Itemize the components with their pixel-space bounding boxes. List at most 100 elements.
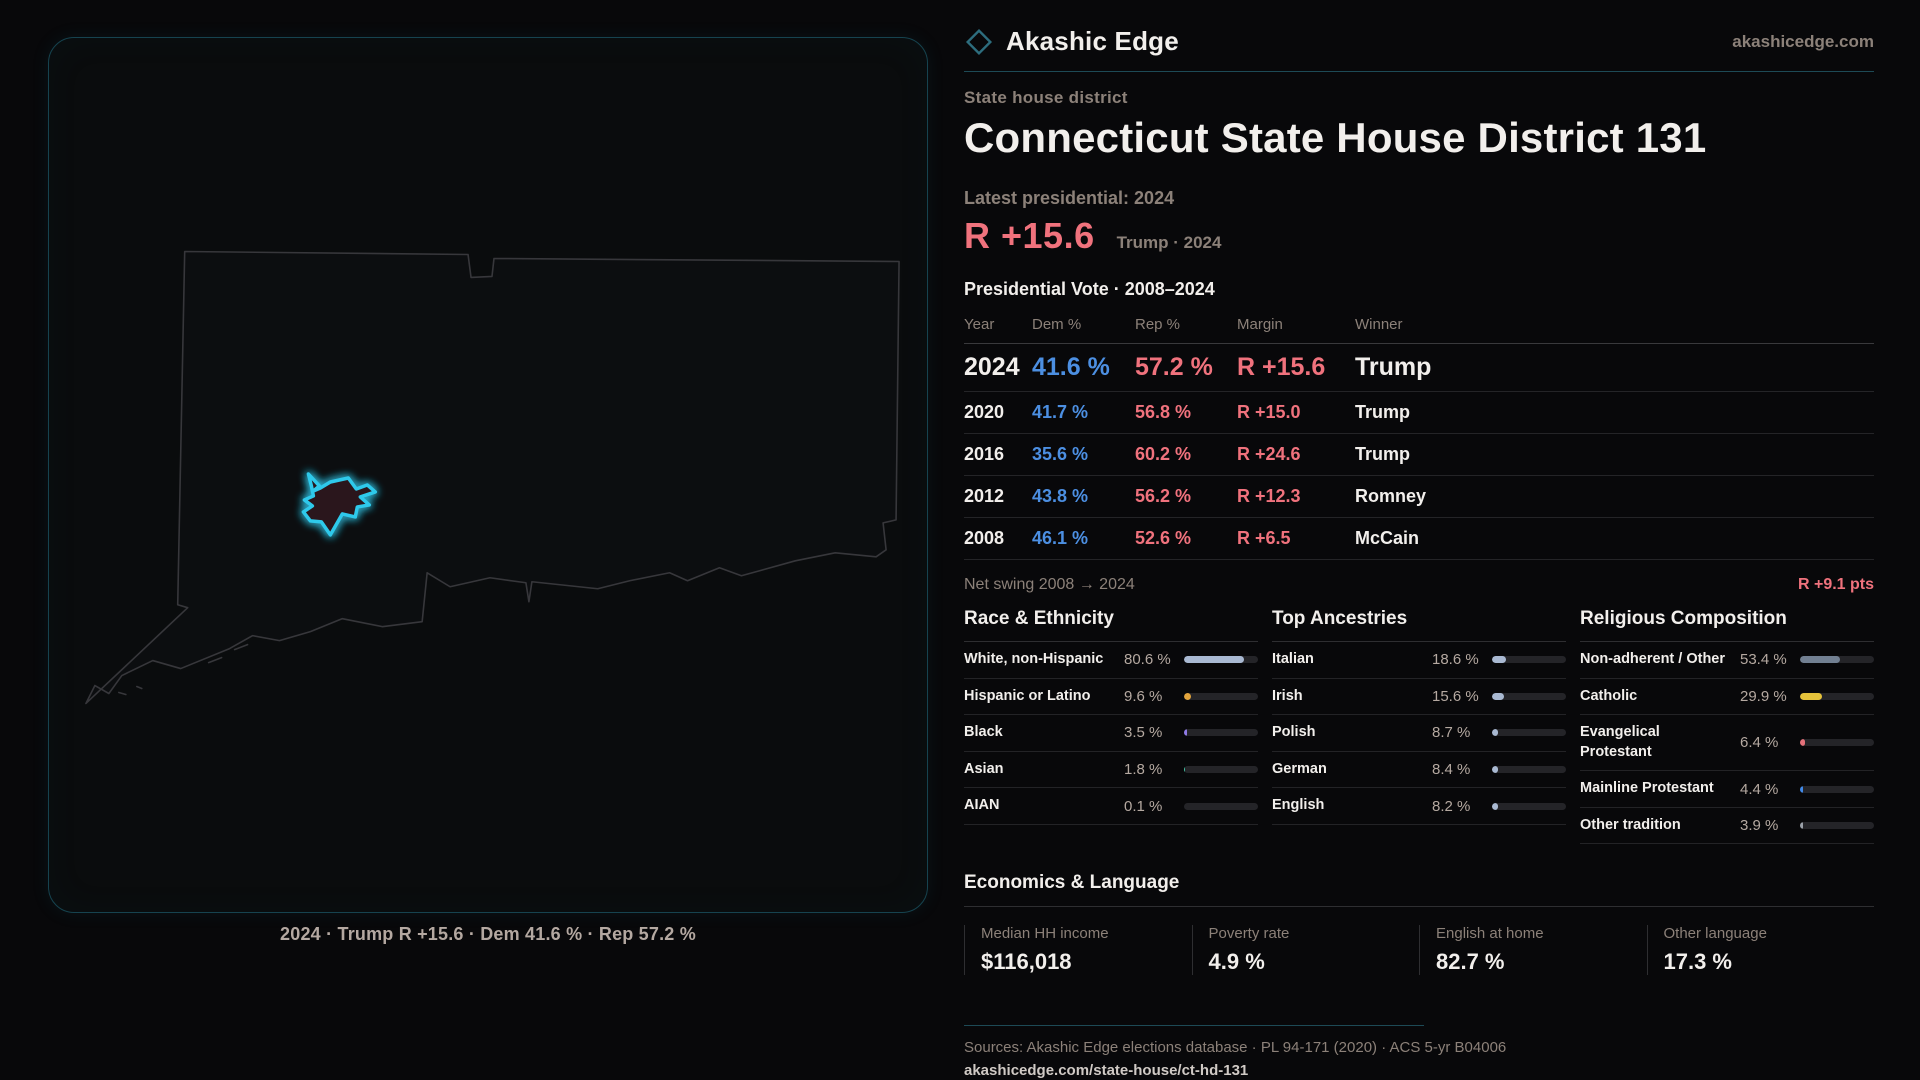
page-title: Connecticut State House District 131 — [964, 114, 1707, 161]
headline-margin-sub: Trump · 2024 — [1116, 233, 1222, 252]
eyebrow-label: State house district — [964, 88, 1128, 107]
demographics-grid: Race & Ethnicity White, non-Hispanic 80.… — [964, 608, 1874, 845]
demo-label: Evangelical Protestant — [1580, 724, 1660, 760]
col-winner: Winner — [1355, 316, 1403, 333]
demo-value: 53.4 % — [1740, 651, 1787, 669]
district-131-shape[interactable] — [301, 472, 378, 537]
table-header-row: Year Dem % Rep % Margin Winner — [964, 310, 1874, 344]
demo-value: 3.5 % — [1124, 724, 1163, 742]
demo-bar — [1492, 692, 1566, 700]
demo-label: Catholic — [1580, 687, 1638, 704]
cell-rep: 52.6 % — [1135, 528, 1192, 548]
demo-label: Irish — [1272, 687, 1303, 704]
brand-name: Akashic Edge — [1006, 26, 1179, 56]
table-row: 2016 35.6 % 60.2 % R +24.6 Trump — [964, 434, 1874, 476]
stat-label: Poverty rate — [1208, 925, 1290, 943]
demo-row: Non-adherent / Other 53.4 % — [1580, 642, 1874, 679]
net-swing-label: Net swing 2008 → 2024 — [964, 576, 1135, 593]
col-rep: Rep % — [1135, 316, 1181, 333]
connecticut-map — [85, 250, 900, 705]
cell-year: 2012 — [964, 486, 1005, 506]
table-row: 2012 43.8 % 56.2 % R +12.3 Romney — [964, 476, 1874, 518]
demo-bar — [1492, 729, 1566, 737]
cell-margin: R +24.6 — [1237, 444, 1301, 464]
cell-rep: 57.2 % — [1135, 353, 1213, 381]
sources-text: Sources: Akashic Edge elections database… — [964, 1039, 1507, 1057]
cell-winner: McCain — [1355, 528, 1420, 548]
cell-year: 2024 — [964, 353, 1020, 381]
demo-bar — [1184, 692, 1258, 700]
demo-label: Hispanic or Latino — [964, 687, 1091, 704]
demo-bar — [1492, 802, 1566, 810]
diamond-logo-icon — [965, 28, 993, 55]
cell-dem: 35.6 % — [1032, 444, 1089, 464]
brand-domain-link[interactable]: akashicedge.com — [1732, 31, 1874, 51]
demo-row: Catholic 29.9 % — [1580, 679, 1874, 716]
demo-value: 4.4 % — [1740, 780, 1779, 798]
table-row: 2008 46.1 % 52.6 % R +6.5 McCain — [964, 518, 1874, 560]
demo-value: 15.6 % — [1432, 687, 1479, 705]
demo-label: Asian — [964, 760, 1004, 777]
footer-divider — [964, 1025, 1424, 1027]
demo-bar — [1492, 656, 1566, 664]
demo-bar — [1800, 739, 1874, 747]
demo-row: AIAN 0.1 % — [964, 788, 1258, 825]
footer-url[interactable]: akashicedge.com/state-house/ct-hd-131 — [964, 1062, 1249, 1080]
demo-label: AIAN — [964, 797, 1000, 814]
cell-year: 2016 — [964, 444, 1005, 464]
demo-value: 18.6 % — [1432, 651, 1479, 669]
cell-dem: 43.8 % — [1032, 486, 1089, 506]
demo-bar — [1800, 692, 1874, 700]
cell-rep: 60.2 % — [1135, 444, 1192, 464]
cell-rep: 56.2 % — [1135, 486, 1192, 506]
cell-margin: R +12.3 — [1237, 486, 1301, 506]
demo-row: German 8.4 % — [1272, 752, 1566, 789]
headline-margin-row: R +15.6 Trump · 2024 — [964, 215, 1874, 257]
demo-value: 3.9 % — [1740, 817, 1779, 835]
stat-value: 82.7 % — [1436, 949, 1505, 975]
stat-card: Poverty rate 4.9 % — [1191, 925, 1420, 976]
coastal-islands — [118, 643, 249, 696]
demo-label: Mainline Protestant — [1580, 780, 1714, 797]
headline-margin-value: R +15.6 — [964, 215, 1095, 256]
state-map-panel — [48, 37, 928, 913]
demo-label: Black — [964, 724, 1003, 741]
demo-label: English — [1272, 797, 1325, 814]
latest-presidential-label: Latest presidential: 2024 — [964, 188, 1175, 208]
demo-row: Black 3.5 % — [964, 715, 1258, 752]
demo-bar — [1800, 785, 1874, 793]
demo-value: 8.2 % — [1432, 797, 1471, 815]
demo-label: Other tradition — [1580, 816, 1681, 833]
stat-value: 17.3 % — [1663, 949, 1733, 975]
col-margin: Margin — [1237, 316, 1283, 333]
net-swing-value: R +9.1 pts — [1797, 576, 1874, 593]
brand-header: Akashic Edge akashicedge.com — [964, 26, 1874, 57]
demo-label: Polish — [1272, 724, 1316, 741]
race-ethnicity-section: Race & Ethnicity White, non-Hispanic 80.… — [964, 608, 1258, 844]
stat-card: English at home 82.7 % — [1419, 925, 1647, 976]
stat-value: 4.9 % — [1208, 949, 1265, 975]
demo-row: Asian 1.8 % — [964, 752, 1258, 789]
demo-bar — [1184, 729, 1258, 737]
table-row: 2020 41.7 % 56.8 % R +15.0 Trump — [964, 392, 1874, 434]
economics-stats: Median HH income $116,018 Poverty rate 4… — [964, 925, 1874, 976]
stat-card: Median HH income $116,018 — [964, 925, 1192, 976]
demo-bar — [1184, 765, 1258, 773]
cell-margin: R +6.5 — [1237, 528, 1291, 548]
demo-value: 9.6 % — [1124, 687, 1163, 705]
cell-winner: Trump — [1355, 353, 1432, 381]
demo-row: White, non-Hispanic 80.6 % — [964, 642, 1258, 679]
demo-value: 6.4 % — [1740, 734, 1779, 752]
demo-row: Italian 18.6 % — [1272, 642, 1566, 679]
cell-rep: 56.8 % — [1135, 402, 1192, 422]
cell-winner: Trump — [1355, 402, 1411, 422]
col-year: Year — [964, 316, 995, 333]
demo-row: Irish 15.6 % — [1272, 679, 1566, 716]
detail-panel: Akashic Edge akashicedge.com State house… — [964, 26, 1874, 1079]
demo-row: Polish 8.7 % — [1272, 715, 1566, 752]
demo-label: German — [1272, 760, 1327, 777]
demo-value: 0.1 % — [1124, 797, 1163, 815]
stat-value: $116,018 — [981, 949, 1072, 975]
demo-row: Other tradition 3.9 % — [1580, 808, 1874, 845]
stat-label: Other language — [1663, 925, 1767, 943]
